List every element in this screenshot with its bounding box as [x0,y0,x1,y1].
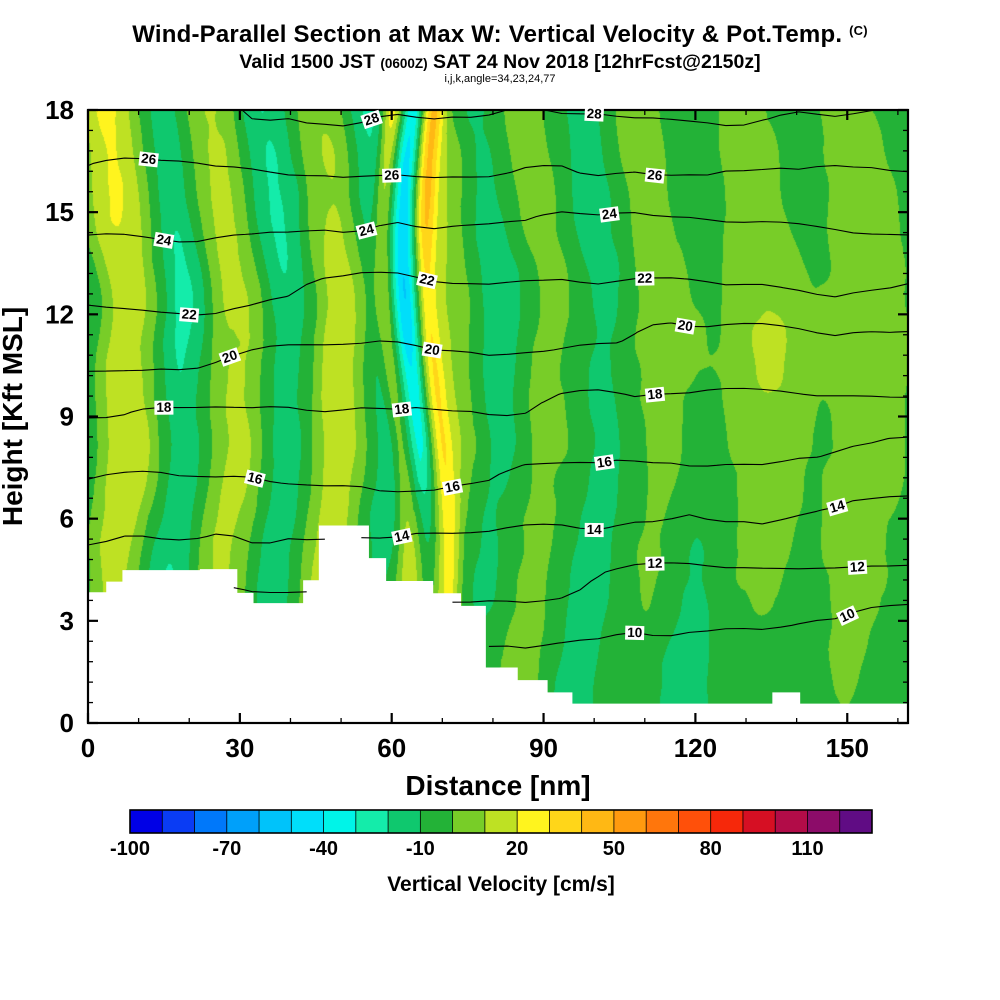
svg-text:150: 150 [826,733,869,763]
svg-text:12: 12 [647,556,662,571]
svg-text:Distance [nm]: Distance [nm] [405,770,590,801]
svg-text:22: 22 [181,306,197,322]
svg-text:18: 18 [394,401,411,418]
svg-text:28: 28 [586,106,602,122]
svg-text:30: 30 [225,733,254,763]
svg-text:12: 12 [849,559,865,575]
svg-text:18: 18 [45,95,74,125]
svg-text:6: 6 [60,504,74,534]
svg-text:20: 20 [424,341,441,358]
svg-text:18: 18 [156,400,172,415]
svg-text:60: 60 [377,733,406,763]
svg-text:90: 90 [529,733,558,763]
svg-text:14: 14 [587,522,603,537]
svg-text:-70: -70 [212,838,241,860]
svg-text:26: 26 [647,167,664,184]
svg-text:10: 10 [627,625,642,640]
svg-text:0: 0 [60,708,74,738]
svg-text:24: 24 [155,231,173,248]
svg-text:26: 26 [384,167,400,183]
svg-text:26: 26 [140,151,157,168]
svg-text:-10: -10 [406,838,435,860]
svg-text:20: 20 [506,838,528,860]
svg-text:22: 22 [637,271,652,286]
svg-text:9: 9 [60,402,74,432]
svg-text:24: 24 [601,206,618,223]
svg-text:3: 3 [60,606,74,636]
svg-text:120: 120 [674,733,717,763]
svg-text:15: 15 [45,197,74,227]
svg-text:-100: -100 [110,838,150,860]
svg-text:50: 50 [603,838,625,860]
svg-text:110: 110 [791,838,823,860]
svg-text:18: 18 [647,386,664,402]
svg-text:80: 80 [700,838,722,860]
svg-text:Height [Kft MSL]: Height [Kft MSL] [0,307,28,526]
svg-text:Vertical Velocity [cm/s]: Vertical Velocity [cm/s] [387,873,615,896]
svg-text:12: 12 [45,299,74,329]
svg-text:16: 16 [596,454,613,471]
svg-text:20: 20 [677,317,694,334]
svg-text:0: 0 [81,733,95,763]
svg-text:-40: -40 [309,838,338,860]
